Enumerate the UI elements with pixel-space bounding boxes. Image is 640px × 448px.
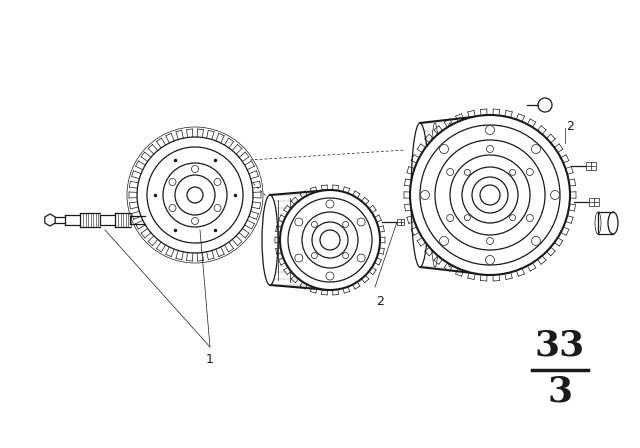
Ellipse shape (411, 123, 429, 267)
Circle shape (127, 127, 263, 263)
Circle shape (486, 146, 493, 152)
Circle shape (214, 178, 221, 185)
Circle shape (312, 253, 317, 258)
Circle shape (526, 215, 533, 221)
Circle shape (509, 215, 516, 220)
Circle shape (326, 272, 334, 280)
Circle shape (295, 218, 303, 226)
Bar (270, 195, 330, 285)
Circle shape (420, 190, 429, 199)
Ellipse shape (608, 212, 618, 234)
Circle shape (480, 185, 500, 205)
Circle shape (462, 167, 518, 223)
Circle shape (447, 215, 454, 221)
Polygon shape (397, 219, 404, 225)
Circle shape (447, 168, 454, 176)
Circle shape (191, 165, 198, 172)
Ellipse shape (262, 195, 278, 285)
Circle shape (465, 169, 470, 175)
Circle shape (163, 163, 227, 227)
Bar (586, 162, 596, 170)
Circle shape (357, 218, 365, 226)
Circle shape (440, 145, 449, 154)
Text: 33: 33 (535, 328, 585, 362)
Circle shape (526, 168, 533, 176)
Circle shape (465, 215, 470, 220)
Text: 2: 2 (566, 120, 574, 133)
Circle shape (342, 221, 349, 228)
Circle shape (137, 137, 253, 253)
Circle shape (191, 217, 198, 224)
Circle shape (440, 237, 449, 246)
Text: 2: 2 (376, 295, 384, 308)
Circle shape (357, 254, 365, 262)
Bar (420, 123, 490, 267)
Circle shape (342, 253, 349, 258)
Text: 3: 3 (547, 374, 573, 408)
Circle shape (169, 204, 176, 211)
Circle shape (147, 147, 243, 243)
Circle shape (320, 230, 340, 250)
Circle shape (486, 237, 493, 245)
Circle shape (550, 190, 559, 199)
Circle shape (410, 115, 570, 275)
Circle shape (531, 237, 540, 246)
Circle shape (169, 178, 176, 185)
Circle shape (302, 212, 358, 268)
Text: 1: 1 (206, 353, 214, 366)
Circle shape (435, 140, 545, 250)
Circle shape (538, 98, 552, 112)
Circle shape (326, 200, 334, 208)
Circle shape (187, 187, 203, 203)
Circle shape (509, 169, 516, 175)
Circle shape (295, 254, 303, 262)
Circle shape (280, 190, 380, 290)
Circle shape (531, 145, 540, 154)
Circle shape (486, 125, 495, 134)
Circle shape (486, 255, 495, 264)
Polygon shape (45, 214, 55, 226)
Circle shape (312, 221, 317, 228)
Bar (589, 198, 599, 206)
Circle shape (214, 204, 221, 211)
